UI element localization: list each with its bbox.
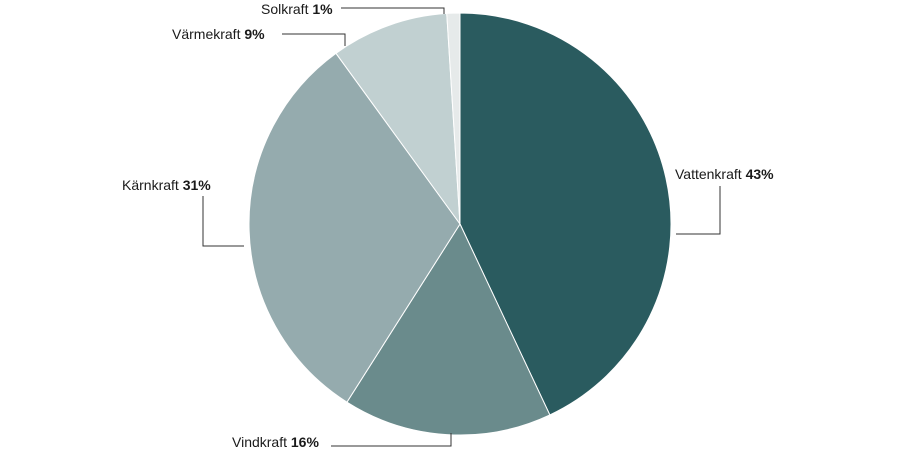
percent-varmekraft: 9% <box>244 26 265 42</box>
percent-vattenkraft: 43% <box>746 166 775 182</box>
percent-vindkraft: 16% <box>291 434 320 450</box>
leader-varmekraft <box>282 33 346 46</box>
leader-vattenkraft <box>676 186 721 235</box>
label-karnkraft: Kärnkraft 31% <box>122 177 211 193</box>
leader-karnkraft <box>202 196 244 247</box>
label-vattenkraft: Vattenkraft 43% <box>675 166 774 182</box>
pie-slice-vindkraft <box>346 222 551 436</box>
pie-slice-vattenkraft <box>459 12 672 416</box>
pie-slice-karnkraft <box>248 52 461 403</box>
pie-slice-solkraft <box>446 12 461 225</box>
pie-slice-varmekraft <box>335 12 461 226</box>
pie-slices <box>248 12 672 436</box>
percent-karnkraft: 31% <box>183 177 212 193</box>
percent-solkraft: 1% <box>312 1 333 17</box>
leader-vindkraft <box>331 433 452 447</box>
label-vindkraft: Vindkraft 16% <box>232 434 319 450</box>
label-varmekraft: Värmekraft 9% <box>172 26 265 42</box>
label-solkraft: Solkraft 1% <box>261 1 333 17</box>
leader-lines <box>202 7 721 447</box>
leader-solkraft <box>341 7 445 14</box>
